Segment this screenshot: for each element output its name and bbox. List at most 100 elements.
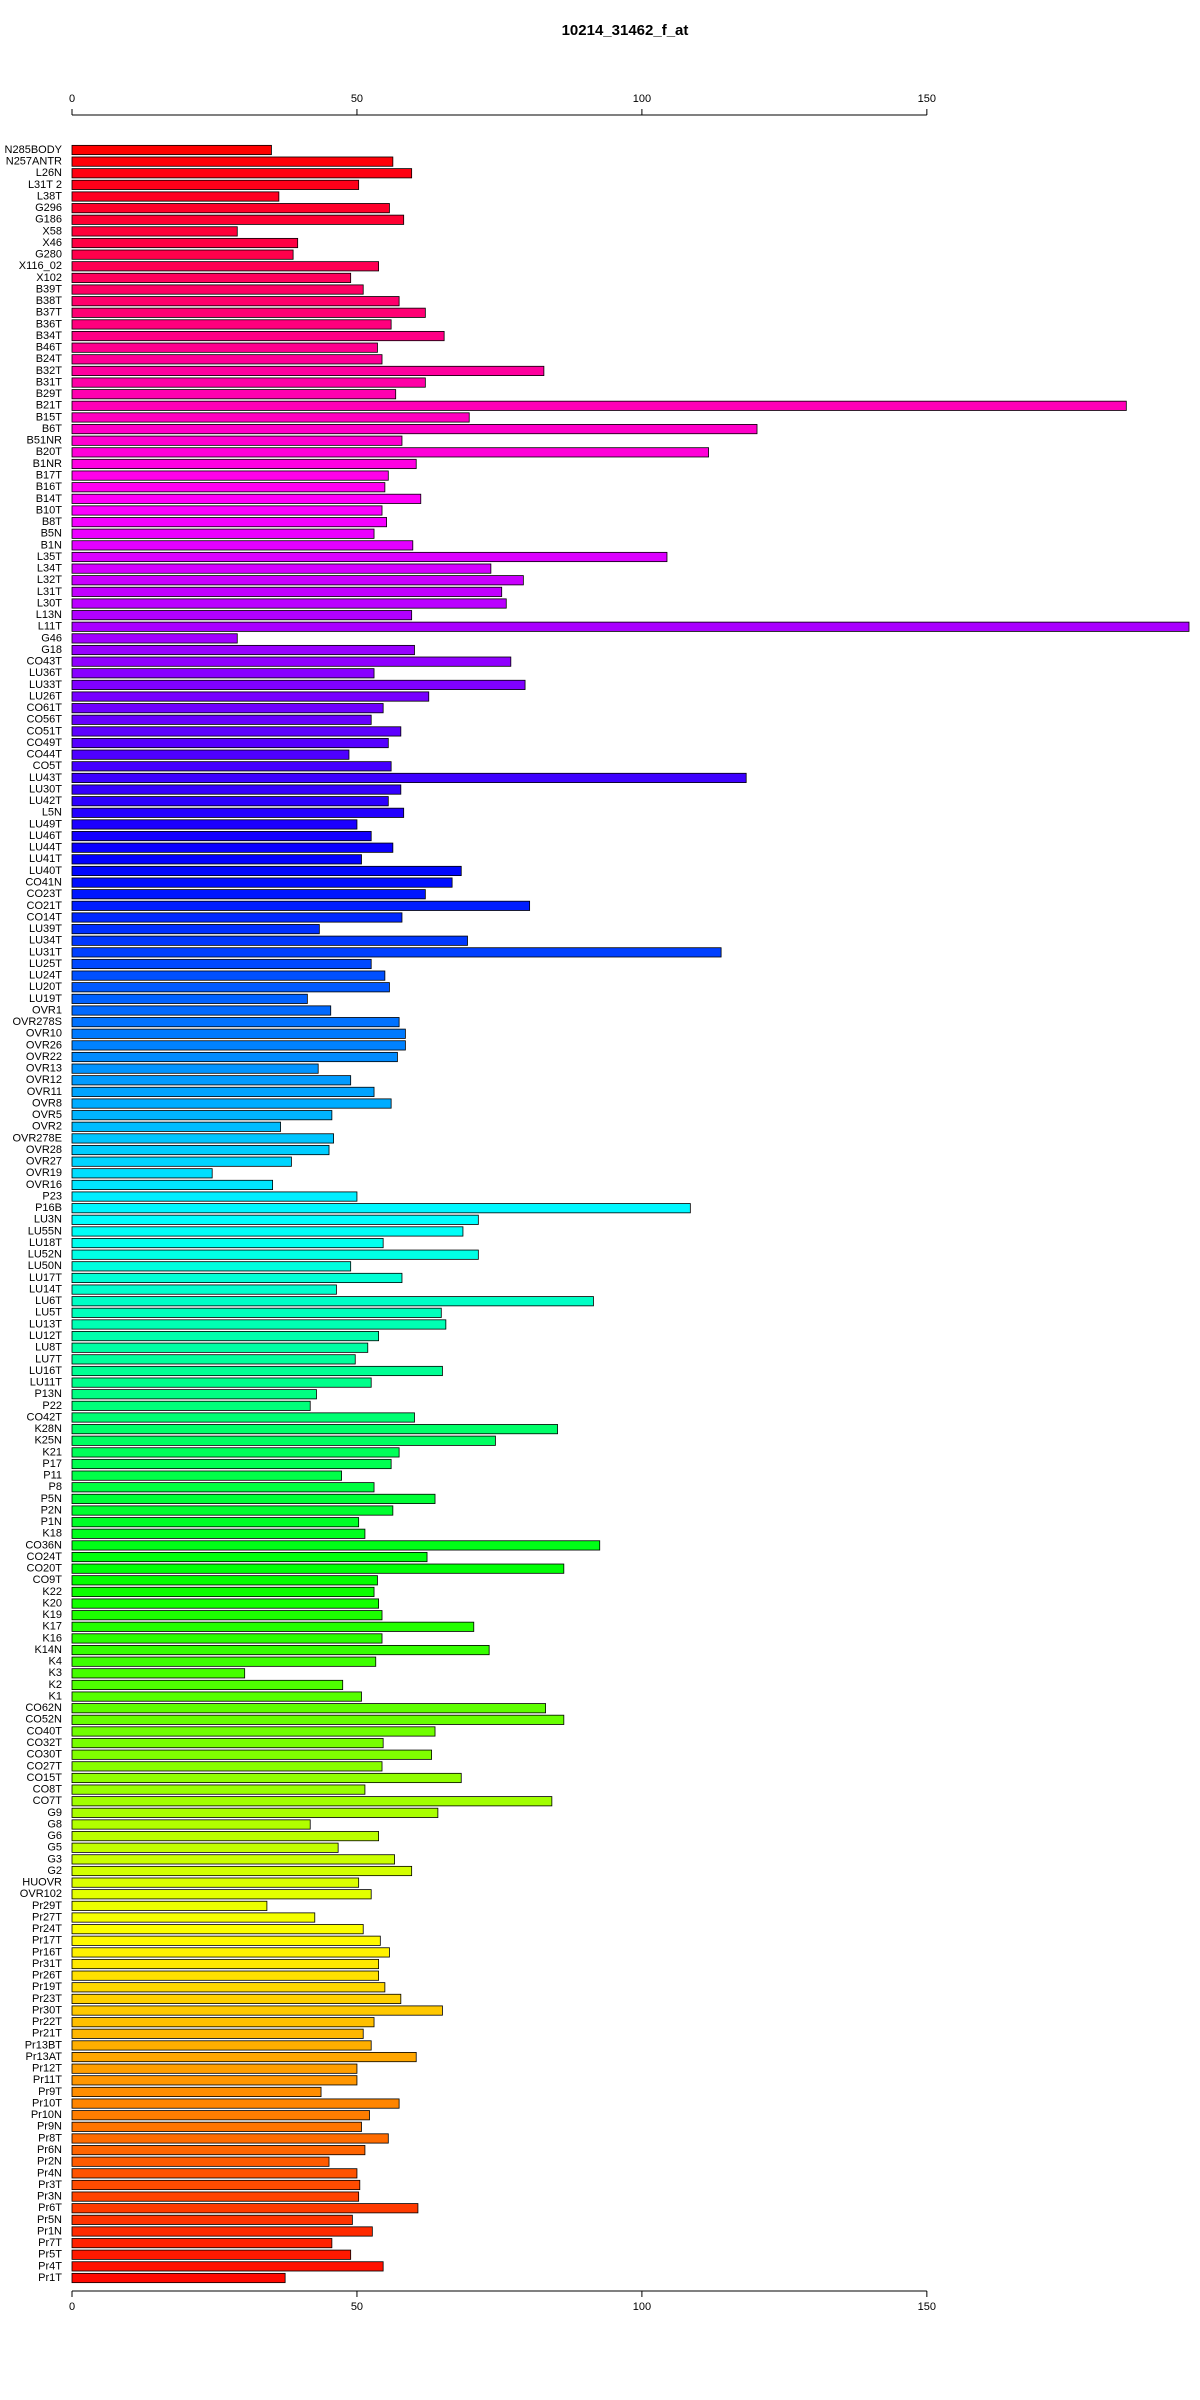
y-tick-label: K20 <box>42 1597 62 1609</box>
y-tick-label: OVR19 <box>26 1167 62 1179</box>
bar <box>71 1900 268 1911</box>
x-tick-label: 100 <box>633 2301 651 2313</box>
bar <box>71 307 426 318</box>
bar <box>71 633 238 644</box>
bar <box>71 2063 358 2074</box>
bar <box>71 912 403 923</box>
y-tick-label: Pr24T <box>32 1923 62 1935</box>
bar <box>71 1970 380 1981</box>
y-tick-label: P16B <box>35 1202 62 1214</box>
bar <box>71 1226 464 1237</box>
bar <box>71 424 758 435</box>
y-tick-label: CO21T <box>27 900 63 912</box>
bar <box>71 505 383 516</box>
bar <box>71 1342 369 1353</box>
y-tick-label: L35T <box>37 551 62 563</box>
bar <box>71 2121 362 2132</box>
y-tick-label: Pr9T <box>38 2086 62 2098</box>
y-tick-label: P17 <box>42 1458 62 1470</box>
y-tick-label: OVR28 <box>26 1144 62 1156</box>
bar <box>71 1563 565 1574</box>
bar <box>71 2028 364 2039</box>
y-tick-label: Pr5T <box>38 2249 62 2261</box>
bar <box>71 1063 319 1074</box>
y-tick-label: LU40T <box>29 865 62 877</box>
bar <box>71 1005 332 1016</box>
bar <box>71 1935 381 1946</box>
y-tick-label: OVR16 <box>26 1179 62 1191</box>
y-tick-label: CO52N <box>25 1714 62 1726</box>
bar <box>71 970 386 981</box>
bar <box>71 877 453 888</box>
y-tick-label: Pr31T <box>32 1958 62 1970</box>
bar <box>71 575 524 586</box>
bar <box>71 1889 372 1900</box>
bar <box>71 1598 380 1609</box>
bar <box>71 1110 333 1121</box>
bar <box>71 714 372 725</box>
bar <box>71 1517 360 1528</box>
y-tick-label: B36T <box>36 318 63 330</box>
bar <box>71 493 422 504</box>
y-tick-label: CO23T <box>27 888 63 900</box>
bar <box>71 1156 292 1167</box>
y-tick-label: CO62N <box>25 1702 62 1714</box>
bar <box>71 249 294 260</box>
y-tick-label: P11 <box>43 1470 62 1482</box>
bar <box>71 1703 546 1714</box>
y-tick-label: CO24T <box>27 1551 63 1563</box>
bar <box>71 1191 358 1202</box>
bar <box>71 842 394 853</box>
y-tick-label: L34T <box>37 563 62 575</box>
bar <box>71 982 390 993</box>
bar <box>71 1377 372 1388</box>
bar <box>71 1098 392 1109</box>
bar <box>71 819 358 830</box>
bar <box>71 1865 413 1877</box>
bar <box>71 1203 691 1214</box>
y-tick-label: Pr27T <box>32 1911 62 1923</box>
bar <box>71 1621 475 1632</box>
bar <box>71 958 372 970</box>
bar <box>71 1458 392 1470</box>
y-tick-label: OVR1 <box>32 1004 62 1016</box>
bar <box>71 1772 462 1784</box>
bar <box>71 2226 373 2237</box>
bar <box>71 2040 372 2051</box>
y-tick-label: Pr6N <box>37 2144 62 2156</box>
y-tick-label: K28N <box>34 1423 62 1435</box>
y-tick-label: Pr4N <box>37 2167 62 2179</box>
y-tick-label: L38T <box>37 190 62 202</box>
bar <box>71 1040 406 1051</box>
y-tick-label: G6 <box>47 1830 62 1842</box>
y-tick-label: G3 <box>47 1853 62 1865</box>
bar <box>71 517 387 528</box>
bar <box>71 947 722 958</box>
bar <box>71 412 470 423</box>
bar <box>71 1505 394 1516</box>
bar <box>71 1284 337 1295</box>
y-tick-label: G18 <box>41 644 62 656</box>
y-tick-label: B21T <box>36 400 63 412</box>
y-tick-label: Pr9N <box>37 2121 62 2133</box>
bar <box>71 1075 352 1086</box>
bar <box>71 1412 415 1423</box>
y-tick-label: CO44T <box>27 749 63 761</box>
y-tick-label: B39T <box>36 283 63 295</box>
y-tick-label: B17T <box>36 470 63 482</box>
bar <box>71 1354 356 1365</box>
bar <box>71 1272 403 1284</box>
bar <box>71 1051 398 1063</box>
y-tick-label: Pr13BT <box>25 2039 63 2051</box>
y-tick-label: OVR278E <box>12 1132 62 1144</box>
bar <box>71 2238 333 2249</box>
y-tick-label: LU20T <box>29 981 62 993</box>
y-tick-label: CO30T <box>27 1749 63 1761</box>
bar <box>71 1656 377 1667</box>
bar <box>71 935 468 946</box>
bar <box>71 784 402 795</box>
bar <box>71 470 389 481</box>
y-tick-label: OVR26 <box>26 1039 62 1051</box>
bar <box>71 179 360 190</box>
y-tick-label: K3 <box>49 1667 62 1679</box>
